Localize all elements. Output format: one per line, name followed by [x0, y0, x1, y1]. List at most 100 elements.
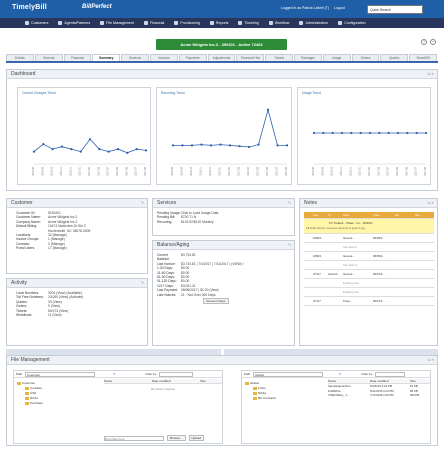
tab-usage[interactable]: Usage: [322, 54, 351, 61]
data-point[interactable]: [228, 144, 232, 147]
account-banner[interactable]: Acme Widgets Inc.2 - 390201 - Active 724…: [156, 39, 287, 50]
panel-controls-icon[interactable]: ⇲ ✕: [427, 358, 434, 362]
panel-controls-icon[interactable]: ⇲ ✕: [427, 201, 434, 205]
data-point[interactable]: [135, 148, 138, 151]
notes-row[interactable]: 1660/1 Genera... 06/05/2...: [304, 252, 434, 261]
data-point[interactable]: [144, 149, 148, 152]
tab-invoices[interactable]: Invoices: [149, 54, 178, 61]
data-point[interactable]: [181, 144, 184, 147]
tab-summary[interactable]: Summary: [92, 54, 121, 61]
nav-item-agents-partners[interactable]: Agents/Partners: [58, 21, 90, 25]
data-point[interactable]: [171, 144, 175, 147]
nav-item-file-management[interactable]: File Management: [100, 21, 134, 25]
data-point[interactable]: [368, 131, 372, 135]
notes-col-header[interactable]: Crea...: [373, 213, 382, 217]
col-date[interactable]: Date modified: [152, 379, 171, 383]
filter-input[interactable]: [375, 371, 406, 377]
nav-item-administration[interactable]: Administration: [299, 21, 328, 25]
data-point[interactable]: [276, 144, 279, 147]
filter-input[interactable]: [159, 371, 194, 377]
data-point[interactable]: [32, 150, 36, 153]
file-row[interactable]: SampleQuoteTem... 5/2/2015 2:23 PM 63 KB: [328, 384, 430, 389]
refresh-icon[interactable]: ⟳: [113, 372, 116, 376]
tab-adjustments[interactable]: Adjustments: [207, 54, 236, 61]
file-row[interactable]: TNWorkflow_ 1... 7/17/2016 2:16 PM 284 KB: [328, 393, 430, 398]
upload-button[interactable]: Upload: [188, 435, 205, 441]
data-point[interactable]: [88, 138, 92, 141]
nav-item-workflow[interactable]: Workflow: [268, 21, 289, 25]
edit-icon[interactable]: ✎: [288, 201, 291, 205]
tab-payments[interactable]: Payments: [178, 54, 207, 61]
timelybill-logo[interactable]: TimelyBill: [12, 4, 47, 11]
notes-row[interactable]: 3/7/17 Internal Genera... 06/07/2...: [304, 270, 434, 279]
notes-row[interactable]: 3/7/17 Trace... 06/07/2...: [304, 297, 434, 306]
col-name[interactable]: Name: [328, 379, 337, 383]
nav-item-ticketing[interactable]: Ticketing: [238, 21, 259, 25]
data-point[interactable]: [257, 143, 260, 146]
data-point[interactable]: [42, 143, 45, 146]
file-row[interactable]: 1NMWrite... 5/21/2015 2:23 PM 68 KB: [328, 389, 430, 394]
col-name[interactable]: Name: [104, 379, 113, 383]
data-point[interactable]: [322, 131, 325, 135]
edit-icon[interactable]: ✎: [288, 243, 291, 247]
data-point[interactable]: [79, 150, 82, 153]
data-point[interactable]: [190, 144, 194, 147]
folder-item[interactable]: CSR: [17, 391, 87, 396]
data-point[interactable]: [51, 148, 54, 151]
data-point[interactable]: [285, 144, 289, 147]
notes-row[interactable]: Existing note: [304, 288, 434, 297]
data-point[interactable]: [359, 131, 362, 135]
data-point[interactable]: [238, 145, 241, 148]
tab-financial-hist[interactable]: Financial Hist: [236, 54, 265, 61]
path-input[interactable]: Customer: [25, 371, 96, 377]
tab-packages[interactable]: Packages: [293, 54, 322, 61]
data-point[interactable]: [340, 131, 344, 135]
panel-controls-icon[interactable]: ⇲ ✕: [427, 72, 434, 76]
tab-quotes[interactable]: Quotes: [380, 54, 409, 61]
folder-item[interactable]: Contacts: [17, 386, 87, 391]
refresh-icon[interactable]: ⟳: [339, 372, 342, 376]
notes-col-header[interactable]: Note: [343, 213, 349, 217]
drop-zone[interactable]: Drop files here: [104, 435, 164, 441]
notes-row[interactable]: Existing note: [304, 279, 434, 288]
notes-col-header[interactable]: Cat...: [313, 213, 320, 217]
data-point[interactable]: [126, 151, 129, 154]
tab-orders[interactable]: Orders: [351, 54, 380, 61]
edit-icon[interactable]: ✎: [141, 201, 144, 205]
col-size[interactable]: Size: [200, 379, 206, 383]
data-point[interactable]: [219, 143, 222, 146]
edit-icon[interactable]: ✎: [141, 281, 144, 285]
folder-item[interactable]: NOAs: [17, 396, 87, 401]
path-input[interactable]: Global: [253, 371, 324, 377]
data-point[interactable]: [247, 145, 251, 149]
data-point[interactable]: [378, 131, 381, 135]
nav-item-configuration[interactable]: Configuration: [338, 21, 366, 25]
data-point[interactable]: [60, 145, 64, 148]
data-point[interactable]: [200, 143, 203, 146]
notes-highlight-row[interactable]: FYI Collecti... Pleas... for... 06/30/2.…: [304, 219, 434, 234]
data-point[interactable]: [312, 131, 316, 135]
tab-financial[interactable]: Financial: [63, 54, 92, 61]
data-point[interactable]: [70, 148, 73, 151]
data-point[interactable]: [116, 148, 120, 151]
logout-link[interactable]: Logout: [334, 6, 345, 10]
notes-col-header[interactable]: Sta...: [415, 213, 422, 217]
data-point[interactable]: [350, 131, 353, 135]
folder-item[interactable]: Customer: [17, 381, 87, 386]
nav-item-financial[interactable]: Financial: [143, 21, 164, 25]
data-point[interactable]: [387, 131, 390, 135]
quick-search-input[interactable]: Quick Search: [367, 5, 423, 14]
data-point[interactable]: [424, 131, 428, 135]
folder-item[interactable]: Bin Contracts: [245, 396, 315, 401]
folder-item[interactable]: Global: [245, 381, 315, 386]
help-icon[interactable]: ?: [421, 39, 427, 45]
account-notes-button[interactable]: Account Notes: [203, 298, 229, 305]
tab-general[interactable]: General: [34, 54, 63, 61]
col-size[interactable]: Size: [410, 379, 416, 383]
data-point[interactable]: [406, 131, 409, 135]
browse-button[interactable]: Browse...: [167, 435, 186, 441]
tab-services[interactable]: Services: [121, 54, 149, 61]
data-point[interactable]: [209, 144, 213, 147]
data-point[interactable]: [98, 148, 101, 151]
add-icon[interactable]: +: [430, 39, 436, 45]
